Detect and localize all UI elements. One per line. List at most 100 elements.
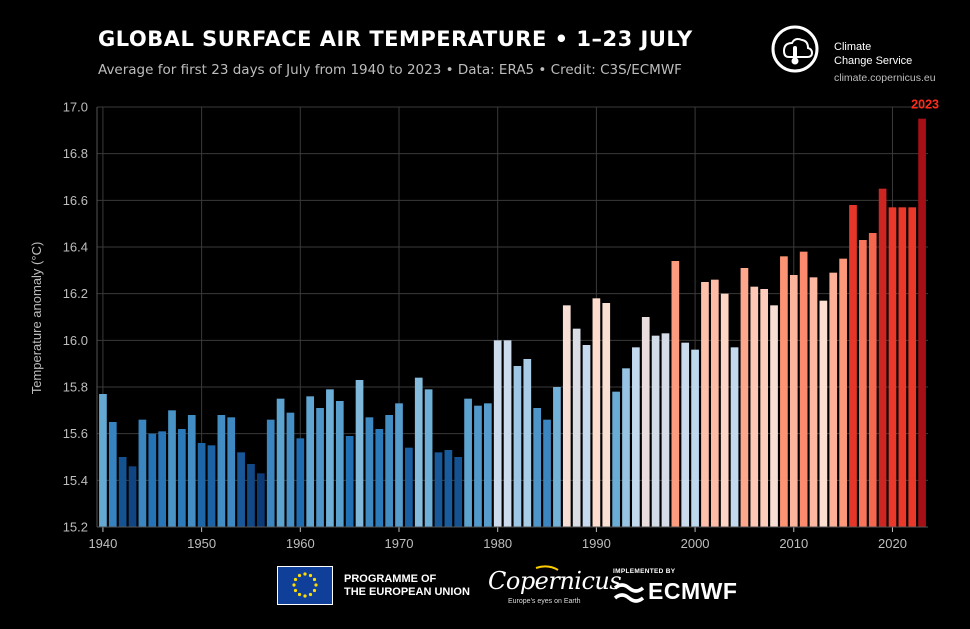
- bar-1993: [622, 368, 630, 527]
- copernicus-swoosh-icon: [535, 565, 559, 571]
- eu-text-line2: THE EUROPEAN UNION: [344, 586, 470, 598]
- y-tick-label: 16.6: [63, 193, 88, 208]
- bar-2016: [849, 205, 857, 527]
- bar-2023: [918, 118, 926, 528]
- x-tick-label: 2000: [681, 536, 710, 551]
- bar-1961: [306, 396, 315, 527]
- bar-2004: [730, 347, 739, 527]
- bar-2009: [780, 256, 788, 527]
- bar-1956: [256, 473, 265, 527]
- bar-1972: [414, 377, 423, 527]
- bar-1998: [671, 261, 680, 527]
- highlight-year-label: 2023: [911, 98, 939, 112]
- bar-2019: [878, 188, 887, 527]
- y-tick-label: 16.0: [63, 333, 88, 348]
- bar-1951: [207, 445, 216, 527]
- bar-1952: [217, 415, 226, 527]
- bar-2006: [750, 286, 759, 527]
- bar-1978: [474, 405, 482, 527]
- bar-1955: [247, 464, 255, 527]
- page-title: GLOBAL SURFACE AIR TEMPERATURE • 1–23 JU…: [98, 27, 693, 51]
- bar-1967: [365, 417, 374, 527]
- x-tick-label: 1970: [385, 536, 414, 551]
- bar-1977: [464, 398, 472, 527]
- ecmwf-word: ECMWF: [648, 578, 738, 604]
- bar-1954: [237, 452, 245, 527]
- bar-1986: [553, 387, 561, 527]
- bar-1971: [405, 447, 413, 527]
- y-tick-label: 17.0: [63, 100, 88, 115]
- bar-2013: [819, 300, 828, 527]
- bar-1980: [493, 340, 502, 527]
- x-tick-label: 1960: [286, 536, 315, 551]
- bar-1960: [296, 438, 305, 527]
- bar-1959: [286, 412, 295, 527]
- bar-1995: [641, 317, 650, 527]
- c3s-name-line2: Change Service: [834, 55, 913, 67]
- y-tick-label: 15.6: [63, 426, 88, 441]
- bar-1988: [572, 328, 581, 527]
- bar-chart: 15.2 15.4 15.6 15.8 16.0 16.2 16.4 16.6 16.8 17.0…: [29, 98, 939, 551]
- eu-programme-text: PROGRAMME OF THE EUROPEAN UNION: [344, 573, 470, 599]
- bar-1984: [533, 408, 542, 527]
- bar-1953: [227, 417, 236, 527]
- c3s-url[interactable]: climate.copernicus.eu: [834, 72, 936, 84]
- copernicus-word: Copernicus: [488, 567, 622, 595]
- bar-1992: [612, 391, 620, 527]
- c3s-globe-icon: [771, 25, 819, 73]
- ecmwf-waves-icon: [613, 583, 645, 603]
- bar-1947: [168, 410, 176, 527]
- bar-1958: [276, 398, 285, 527]
- chart-bars: [99, 118, 926, 528]
- bar-1966: [355, 380, 364, 527]
- x-tick-label: 2020: [878, 536, 907, 551]
- chart-axes: 15.2 15.4 15.6 15.8 16.0 16.2 16.4 16.6 16.8 17.0…: [63, 98, 939, 551]
- bar-1991: [602, 303, 611, 527]
- bar-1964: [335, 401, 344, 527]
- bar-1957: [266, 419, 275, 527]
- bar-1968: [375, 429, 384, 527]
- bar-1975: [444, 450, 453, 527]
- bar-1969: [385, 415, 393, 527]
- eu-flag-icon: [277, 566, 333, 605]
- bar-1996: [651, 335, 660, 527]
- y-tick-label: 16.8: [63, 146, 88, 161]
- y-tick-label: 15.4: [63, 473, 88, 488]
- y-tick-label: 15.2: [63, 520, 88, 535]
- y-tick-label: 16.4: [63, 240, 88, 255]
- bar-2015: [839, 258, 847, 527]
- c3s-name-line1: Climate: [834, 41, 872, 53]
- bar-2002: [710, 279, 719, 527]
- bar-1948: [178, 429, 186, 527]
- c3s-name: Climate Change Service: [834, 40, 912, 68]
- bar-2008: [770, 305, 778, 527]
- bar-1940: [99, 394, 107, 527]
- bar-2001: [701, 282, 709, 527]
- bar-1982: [513, 366, 522, 527]
- bar-2014: [829, 272, 838, 527]
- bar-1983: [523, 359, 532, 527]
- y-axis-label: Temperature anomaly (°C): [29, 242, 44, 395]
- bar-1945: [148, 433, 157, 527]
- bar-2012: [809, 277, 818, 527]
- bar-1943: [128, 466, 137, 527]
- c3s-logo[interactable]: Climate Change Service climate.copernicu…: [770, 20, 950, 90]
- bar-1994: [632, 347, 640, 527]
- bar-1946: [158, 431, 166, 527]
- copernicus-logo: Copernicus Europe's eyes on Earth: [486, 564, 622, 608]
- bar-1976: [454, 457, 463, 527]
- bar-1965: [345, 436, 354, 527]
- bar-1989: [582, 345, 591, 527]
- implemented-by-label: IMPLEMENTED BY: [613, 568, 676, 575]
- bar-2010: [789, 275, 798, 527]
- x-tick-label: 1940: [88, 536, 117, 551]
- bar-1944: [138, 419, 147, 527]
- bar-2005: [740, 268, 749, 527]
- bar-2022: [908, 207, 917, 528]
- bar-2021: [898, 207, 907, 528]
- y-tick-label: 15.8: [63, 380, 88, 395]
- y-tick-label: 16.2: [63, 286, 88, 301]
- bar-1999: [681, 342, 690, 527]
- bar-2003: [720, 293, 729, 527]
- page-subtitle: Average for first 23 days of July from 1…: [98, 62, 682, 78]
